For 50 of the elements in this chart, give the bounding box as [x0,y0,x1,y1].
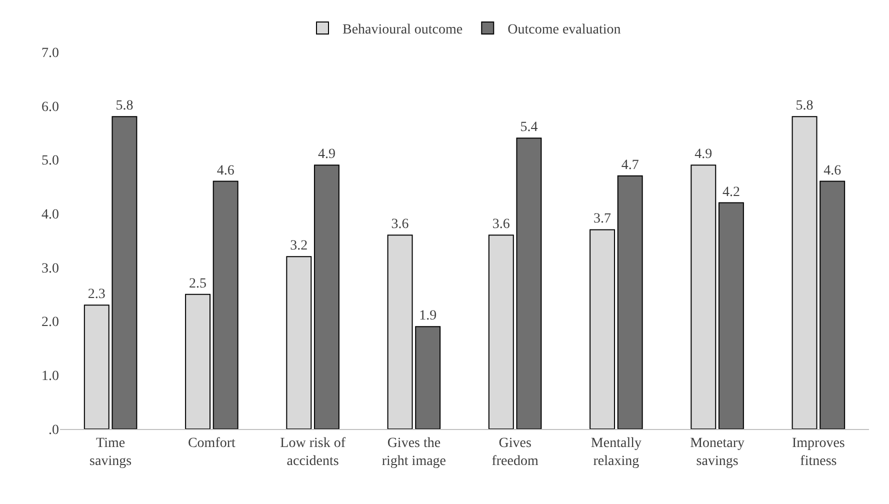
bar [690,164,716,429]
bar [820,180,846,429]
bar [387,234,413,429]
data-label: 4.2 [722,184,740,200]
bar [84,304,110,429]
bar [314,164,340,429]
data-label: 3.2 [290,238,308,254]
data-label: 2.5 [189,276,207,292]
data-label: 5.8 [116,98,134,114]
data-label: 3.6 [391,217,409,232]
data-label: 2.3 [88,287,106,302]
y-tick-label: .0 [48,422,59,438]
legend-label: Outcome evaluation [508,22,621,38]
bar [792,116,818,429]
x-tick-label: Monetary savings [690,436,745,469]
y-tick-label: 2.0 [42,315,59,330]
bar [212,180,238,429]
bar [415,326,441,429]
bar [617,175,643,429]
bar [185,294,211,429]
y-tick-label: 1.0 [42,369,59,384]
data-label: 4.9 [694,147,712,162]
data-label: 4.6 [824,163,842,178]
x-tick-label: Gives the right image [382,436,446,469]
x-tick-label: Improves fitness [792,436,845,469]
x-tick-label: Low risk of accidents [280,436,346,469]
y-tick-label: 5.0 [42,154,59,169]
legend-label: Behavioural outcome [342,22,463,38]
bar [718,202,744,429]
data-label: 5.8 [796,98,814,114]
bar [590,229,616,429]
bar [488,234,514,429]
bar [516,138,542,429]
data-label: 4.9 [318,147,336,162]
data-label: 5.4 [520,120,538,136]
data-label: 3.7 [594,212,612,227]
y-tick-label: 6.0 [42,100,59,115]
data-label: 4.6 [216,163,234,178]
data-label: 1.9 [419,308,437,324]
y-tick-label: 7.0 [42,46,59,61]
y-tick-label: 4.0 [42,207,59,222]
x-tick-label: Gives freedom [492,436,538,469]
data-label: 3.6 [492,217,510,232]
x-tick-label: Time savings [90,436,132,469]
x-tick-label: Comfort [188,436,236,451]
bar [112,116,138,429]
y-tick-label: 3.0 [42,261,59,276]
bar [286,256,312,429]
data-label: 4.7 [621,158,639,173]
x-tick-label: Mentally relaxing [590,436,642,469]
